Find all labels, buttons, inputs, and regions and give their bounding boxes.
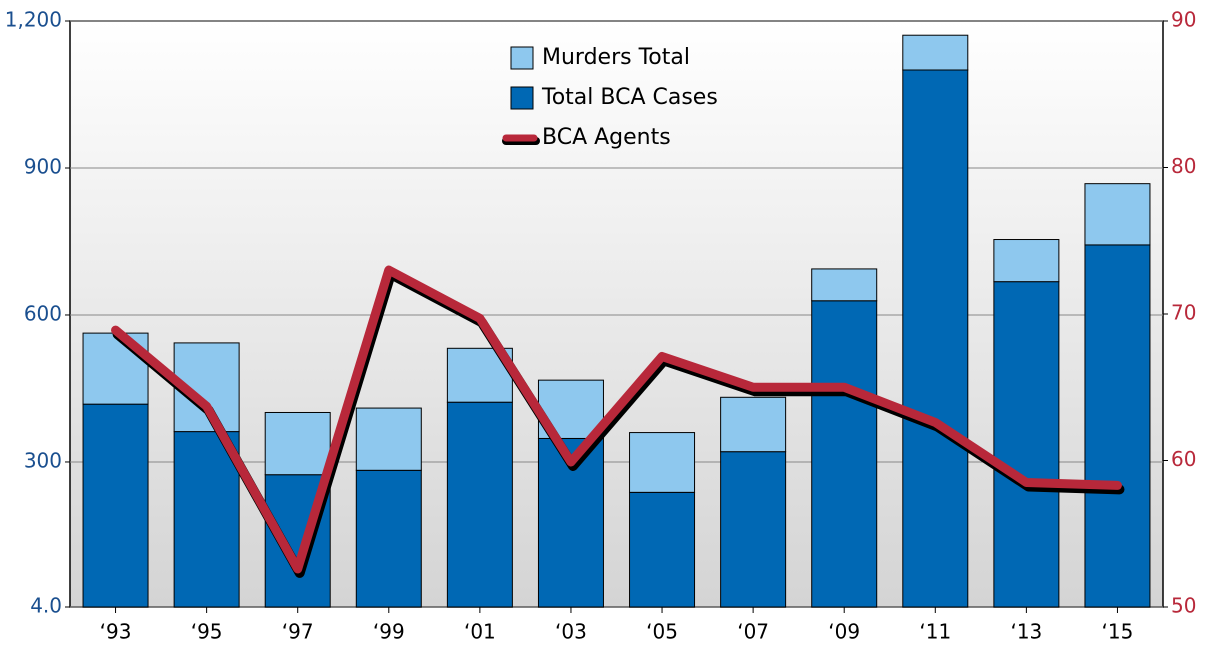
x-tick-label: ‘05 [646,620,678,644]
y-tick-label: 600 [24,301,62,325]
bar [720,396,787,453]
y2-tick-label: 90 [1171,8,1196,32]
legend-label: BCA Agents [542,125,671,150]
y2-tick-label: 80 [1171,154,1196,178]
bar [264,411,331,476]
x-tick-label: ‘93 [100,620,132,644]
legend-swatch [510,86,534,110]
x-tick-label: ‘07 [737,620,769,644]
x-tick-label: ‘01 [464,620,496,644]
bar [993,281,1060,608]
x-tick-label: ‘09 [828,620,860,644]
x-tick-label: ‘15 [1102,620,1134,644]
legend-label: Murders Total [542,45,690,70]
bar [902,69,969,608]
x-tick-label: ‘03 [555,620,587,644]
bar [720,451,787,608]
bar [173,431,240,608]
legend-swatch [510,46,534,70]
bar [629,491,696,608]
bar [902,34,969,71]
bar [1084,183,1151,246]
y-tick-label: 900 [24,154,62,178]
bar [355,407,422,471]
y-tick-label: 4.0 [30,594,62,618]
legend-label: Total BCA Cases [541,85,718,110]
y2-tick-label: 70 [1171,301,1196,325]
y-tick-label: 300 [24,448,62,472]
line [111,265,1122,574]
bar [355,469,422,608]
bar [811,300,878,608]
bar [82,403,149,608]
bar [1084,244,1151,608]
x-tick-label: ‘11 [919,620,951,644]
bar [993,239,1060,283]
plot-area [69,20,1164,608]
x-tick-label: ‘95 [191,620,223,644]
bar [446,401,513,608]
y2-tick-label: 50 [1171,594,1196,618]
bar [811,268,878,302]
y2-tick-label: 60 [1171,447,1196,471]
bar [629,432,696,493]
y-tick-label: 1,200 [5,8,62,32]
x-tick-label: ‘13 [1010,620,1042,644]
x-tick-label: ‘97 [282,620,314,644]
x-tick-label: ‘99 [373,620,405,644]
